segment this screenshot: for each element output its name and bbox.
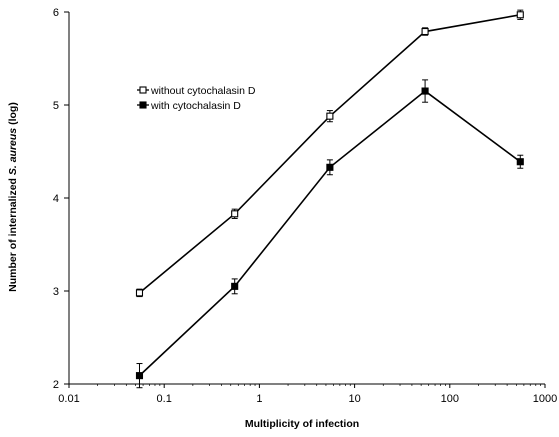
x-tick-label: 1000 bbox=[533, 393, 557, 405]
y-tick-label: 2 bbox=[53, 379, 59, 391]
legend: without cytochalasin D with cytochalasin … bbox=[137, 85, 256, 112]
x-tick-label: 10 bbox=[348, 393, 360, 405]
x-tick-label: 1 bbox=[256, 393, 262, 405]
series-line-without-cytochalasin-d bbox=[138, 14, 521, 294]
y-tick-label: 3 bbox=[53, 286, 59, 298]
series-without-cytochalasin-d bbox=[135, 9, 524, 298]
x-tick-label: 0.1 bbox=[157, 393, 172, 405]
legend-marker bbox=[139, 101, 147, 109]
data-point-with-cytochalasin-d bbox=[516, 158, 524, 166]
y-axis-title-organism: S. aureus bbox=[7, 128, 19, 175]
data-point-without-cytochalasin-d bbox=[516, 11, 524, 19]
y-tick-label: 6 bbox=[53, 7, 59, 19]
y-tick-label: 5 bbox=[53, 100, 59, 112]
data-series bbox=[135, 9, 524, 389]
y-axis-title-prefix: Number of internalized bbox=[7, 175, 19, 292]
y-axis-title-suffix: (log) bbox=[7, 102, 19, 128]
data-point-without-cytochalasin-d bbox=[326, 112, 334, 120]
data-point-with-cytochalasin-d bbox=[326, 163, 334, 171]
data-point-with-cytochalasin-d bbox=[421, 87, 429, 95]
legend-item-without-cytochalasin-d: without cytochalasin D bbox=[137, 85, 256, 97]
data-point-without-cytochalasin-d bbox=[135, 289, 144, 297]
series-line-with-cytochalasin-d bbox=[138, 90, 521, 377]
x-tick-label: 0.01 bbox=[58, 393, 79, 405]
legend-item-with-cytochalasin-d: with cytochalasin D bbox=[137, 100, 241, 112]
data-point-with-cytochalasin-d bbox=[231, 282, 239, 290]
data-point-with-cytochalasin-d bbox=[135, 372, 144, 380]
legend-label: without cytochalasin D bbox=[150, 85, 256, 97]
series-with-cytochalasin-d bbox=[135, 79, 524, 389]
legend-label: with cytochalasin D bbox=[150, 100, 241, 112]
axis-ticks: 0.01 0.1 1 10 100 1000 2 3 4 5 6 bbox=[53, 7, 557, 405]
x-tick-label: 100 bbox=[441, 393, 459, 405]
axes bbox=[68, 12, 545, 385]
y-tick-label: 4 bbox=[53, 193, 59, 205]
data-point-without-cytochalasin-d bbox=[421, 27, 429, 36]
legend-marker bbox=[139, 86, 147, 94]
x-axis-title: Multiplicity of infection bbox=[245, 418, 359, 430]
y-axis-title: Number of internalized S. aureus (log) bbox=[7, 102, 19, 292]
data-point-without-cytochalasin-d bbox=[231, 210, 239, 218]
